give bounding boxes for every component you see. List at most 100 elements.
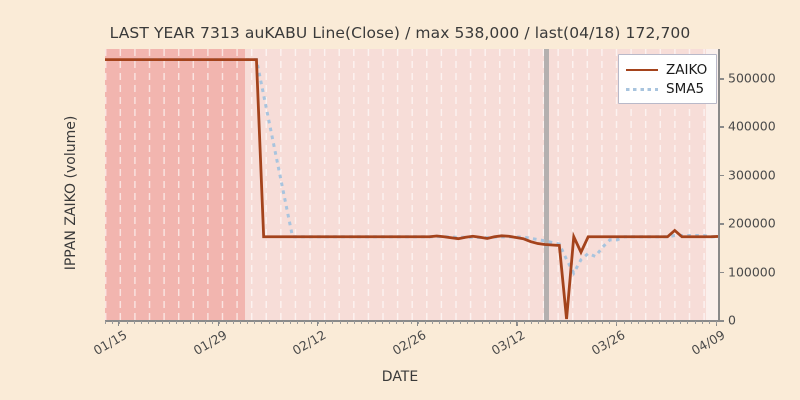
x-tick-mark xyxy=(217,321,219,326)
x-tick-minor xyxy=(517,321,518,324)
x-tick-label: 04/09 xyxy=(688,327,728,359)
x-tick-minor xyxy=(169,321,171,324)
x-tick-label: 03/12 xyxy=(489,327,528,359)
x-tick-minor xyxy=(112,321,114,324)
x-tick-minor xyxy=(524,321,526,324)
x-tick-minor xyxy=(495,321,497,324)
x-tick-minor xyxy=(147,321,149,324)
x-tick-minor xyxy=(367,321,369,324)
x-tick-minor xyxy=(346,321,348,324)
x-tick-minor xyxy=(474,321,476,324)
x-tick-minor xyxy=(133,321,135,324)
x-tick-minor xyxy=(382,321,384,324)
legend-swatch-zaiko xyxy=(626,64,658,76)
x-tick-minor xyxy=(666,321,668,324)
x-tick-minor xyxy=(197,321,199,324)
x-tick-minor xyxy=(339,321,341,324)
x-tick-minor xyxy=(105,321,107,324)
x-tick-minor xyxy=(460,321,462,324)
x-tick-minor xyxy=(680,321,682,324)
chart-legend[interactable]: ZAIKO SMA5 xyxy=(618,54,718,104)
x-tick-minor xyxy=(183,321,185,324)
x-tick-label: 01/15 xyxy=(90,327,130,359)
y-tick-label: 100000 xyxy=(728,264,776,280)
x-tick-label: 01/29 xyxy=(190,327,230,359)
x-tick-minor xyxy=(360,321,362,324)
x-tick-minor xyxy=(410,321,412,324)
x-tick-minor xyxy=(211,321,213,324)
x-tick-minor xyxy=(509,321,511,324)
x-tick-mark xyxy=(416,321,418,326)
x-tick-minor xyxy=(701,321,703,324)
x-tick-minor xyxy=(659,321,660,324)
x-tick-minor xyxy=(304,321,305,324)
y-tick-label: 200000 xyxy=(728,215,776,231)
x-tick-minor xyxy=(176,321,178,324)
x-axis-label: DATE xyxy=(381,369,419,385)
x-tick-minor xyxy=(275,321,277,324)
x-tick-minor xyxy=(488,321,490,324)
x-tick-minor xyxy=(630,321,632,324)
x-tick-minor xyxy=(545,321,547,324)
x-tick-minor xyxy=(282,321,284,324)
x-axis xyxy=(105,320,719,322)
x-tick-minor xyxy=(552,321,554,324)
x-tick-minor xyxy=(538,321,540,324)
grid-lines xyxy=(105,49,718,320)
x-tick-minor xyxy=(190,321,192,324)
y-tick-label: 0 xyxy=(728,312,736,328)
x-tick-minor xyxy=(715,321,717,324)
legend-item-sma5[interactable]: SMA5 xyxy=(626,79,707,98)
x-tick-minor xyxy=(403,321,405,324)
x-tick-minor xyxy=(453,321,455,324)
legend-swatch-sma5 xyxy=(626,83,658,95)
x-tick-minor xyxy=(204,321,206,324)
x-tick-minor xyxy=(268,321,270,324)
x-tick-minor xyxy=(566,321,568,324)
x-tick-minor xyxy=(616,321,618,324)
y-tick-label: 500000 xyxy=(728,70,776,86)
x-tick-minor xyxy=(375,321,376,324)
series-line-zaiko xyxy=(105,58,718,320)
x-tick-minor xyxy=(311,321,313,324)
x-tick-label: 02/26 xyxy=(389,327,429,359)
event-marker-band xyxy=(544,49,549,320)
x-tick-minor xyxy=(573,321,575,324)
y-tick-mark xyxy=(719,78,724,80)
x-tick-minor xyxy=(708,321,710,324)
x-tick-label: 02/12 xyxy=(289,327,329,359)
y-axis xyxy=(718,49,720,321)
series-plot xyxy=(105,58,718,320)
x-tick-minor xyxy=(623,321,625,324)
y-tick-mark xyxy=(719,126,724,128)
x-tick-mark xyxy=(516,321,518,326)
x-tick-minor xyxy=(595,321,597,324)
x-tick-mark xyxy=(317,321,319,326)
x-tick-minor xyxy=(296,321,298,324)
x-tick-minor xyxy=(694,321,696,324)
x-tick-minor xyxy=(673,321,675,324)
x-tick-minor xyxy=(254,321,256,324)
x-tick-minor xyxy=(396,321,398,324)
x-tick-minor xyxy=(332,321,334,324)
x-tick-minor xyxy=(687,321,689,324)
x-tick-mark xyxy=(118,321,120,326)
x-tick-minor xyxy=(651,321,653,324)
x-tick-minor xyxy=(424,321,426,324)
x-tick-minor xyxy=(417,321,419,324)
x-tick-minor xyxy=(644,321,646,324)
x-tick-minor xyxy=(353,321,355,324)
legend-item-zaiko[interactable]: ZAIKO xyxy=(626,60,707,79)
x-tick-minor xyxy=(218,321,220,324)
x-tick-minor xyxy=(502,321,504,324)
x-tick-minor xyxy=(467,321,469,324)
x-tick-minor xyxy=(446,321,447,324)
x-tick-minor xyxy=(325,321,327,324)
x-tick-minor xyxy=(240,321,242,324)
x-tick-minor xyxy=(431,321,433,324)
x-tick-minor xyxy=(559,321,561,324)
x-tick-minor xyxy=(225,321,227,324)
x-tick-minor xyxy=(609,321,611,324)
y-axis-label: IPPAN ZAIKO (volume) xyxy=(63,115,79,271)
